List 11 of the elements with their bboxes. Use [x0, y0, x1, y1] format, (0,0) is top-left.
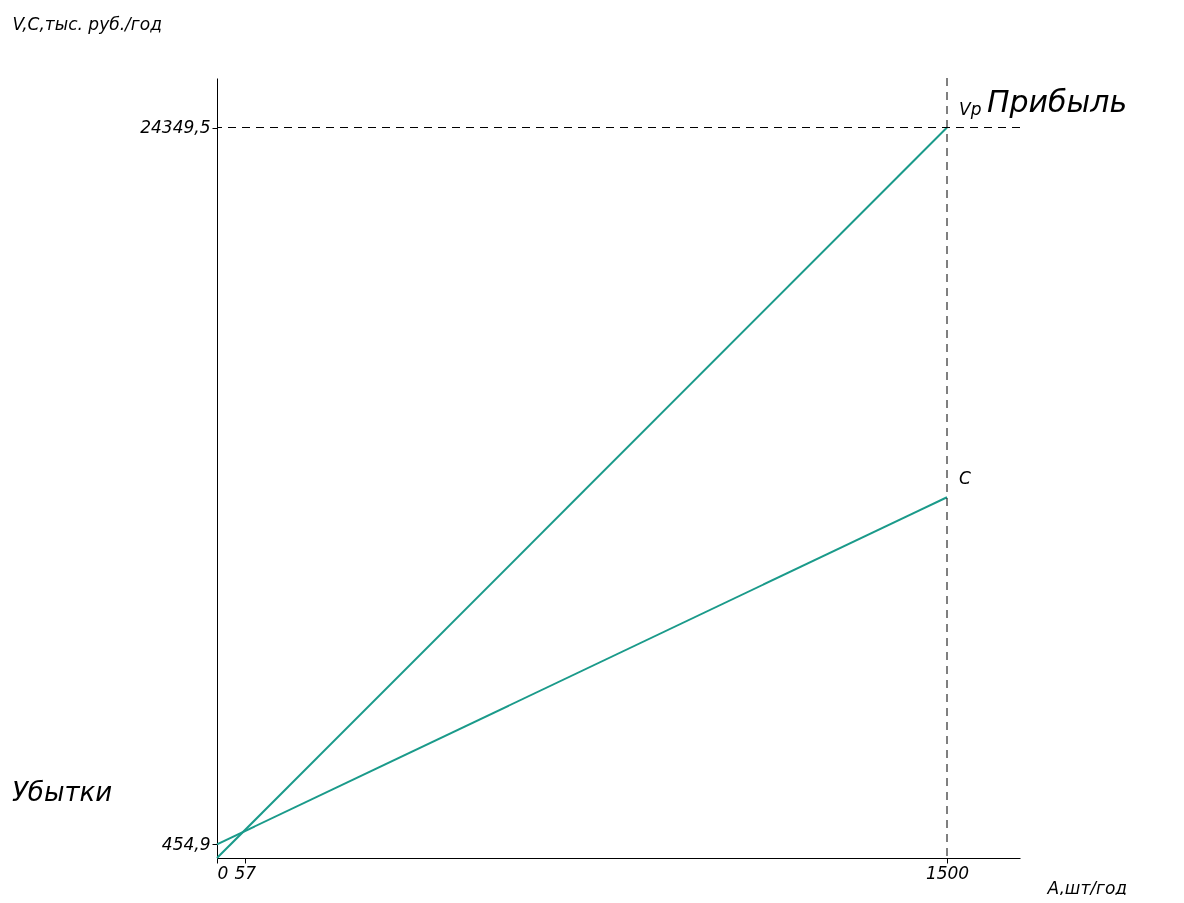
x-axis-title: A,шт/год: [1046, 877, 1128, 898]
text: Убытки: [12, 777, 113, 807]
x-tick-label: 0: [217, 862, 229, 883]
y-axis-title: V,C,тыс. руб./год: [12, 13, 162, 34]
x-tick-label: 1500: [925, 862, 970, 883]
x-tick-label: 57: [234, 862, 257, 883]
y-tick-label: 24349,5: [140, 117, 211, 138]
series-label: C: [959, 468, 971, 489]
y-tick-label: 454,9: [161, 833, 211, 854]
annotation: Прибыль: [987, 84, 1128, 119]
series-label: Vp: [959, 98, 982, 119]
